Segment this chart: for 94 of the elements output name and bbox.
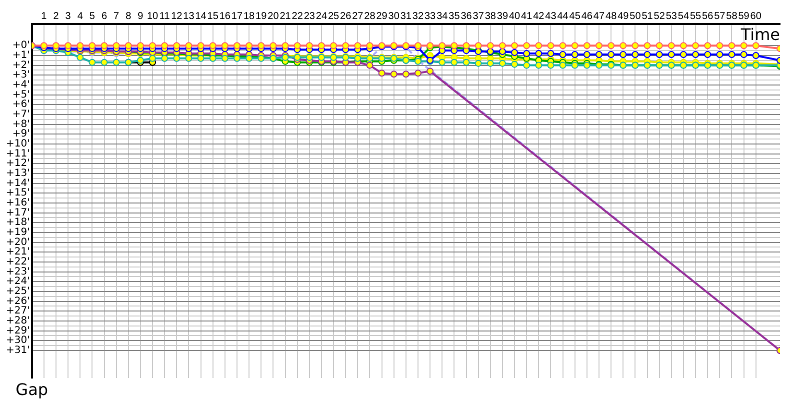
- x-tick-label: 3: [65, 10, 72, 22]
- x-tick-label: 12: [171, 10, 183, 22]
- x-tick-label: 50: [630, 10, 642, 22]
- y-tick-label: +11': [6, 148, 30, 160]
- x-tick-label: 33: [424, 10, 436, 22]
- x-tick-label: 56: [702, 10, 714, 22]
- x-tick-label: 20: [268, 10, 280, 22]
- x-tick-label: 42: [533, 10, 545, 22]
- y-tick-label: +25': [6, 286, 30, 298]
- x-tick-label: 38: [484, 10, 496, 22]
- y-tick-label: +18': [6, 217, 30, 228]
- x-tick-label: 18: [243, 10, 256, 22]
- y-tick-label: +4': [12, 80, 30, 91]
- x-tick-label: 48: [606, 10, 618, 22]
- x-tick-label: 45: [569, 10, 581, 22]
- x-tick-label: 58: [726, 10, 738, 22]
- x-tick-label: 5: [89, 10, 96, 22]
- y-tick-label: +15': [6, 188, 30, 199]
- x-tick-label: 28: [364, 10, 376, 22]
- x-tick-label: 1: [41, 10, 48, 22]
- x-tick-label: 14: [195, 10, 207, 22]
- x-tick-label: 11: [159, 10, 170, 22]
- y-tick-label: +30': [6, 335, 30, 346]
- x-tick-label: 4: [77, 10, 84, 22]
- x-tick-label: 36: [460, 10, 472, 22]
- x-tick-label: 52: [654, 10, 666, 22]
- y-tick-label: +14': [6, 178, 30, 189]
- y-tick-label: +26': [6, 296, 30, 307]
- x-tick-label: 23: [304, 10, 316, 22]
- y-tick-label: +1': [12, 50, 30, 62]
- y-tick-label: +12': [6, 158, 30, 170]
- y-tick-label: +24': [6, 276, 30, 288]
- y-tick-label: +7': [12, 109, 30, 120]
- y-tick-label: +8': [12, 118, 30, 130]
- x-tick-label: 40: [508, 10, 521, 22]
- y-tick-label: +19': [6, 227, 30, 238]
- x-tick-label: 25: [328, 10, 340, 22]
- x-tick-label: 31: [400, 10, 412, 22]
- x-tick-label: 30: [388, 10, 400, 22]
- x-tick-label: 19: [256, 10, 268, 22]
- x-tick-label: 8: [126, 10, 132, 22]
- y-tick-label: +21': [6, 246, 30, 258]
- y-tick-label: +16': [6, 198, 30, 209]
- x-axis-title: Time: [740, 25, 780, 44]
- x-tick-label: 53: [666, 10, 678, 22]
- y-tick-label: +2': [12, 60, 30, 71]
- y-tick-label: +6': [12, 99, 30, 110]
- x-tick-label: 39: [496, 10, 508, 22]
- y-tick-label: +20': [6, 236, 30, 248]
- x-tick-label: 6: [101, 10, 108, 22]
- y-tick-label: +10': [6, 138, 30, 150]
- x-tick-label: 9: [138, 10, 144, 22]
- x-tick-label: 49: [618, 10, 630, 22]
- x-tick-label: 22: [292, 10, 304, 22]
- y-tick-label: +29': [6, 325, 30, 336]
- y-axis-title: Gap: [16, 380, 48, 400]
- x-tick-label: 32: [412, 10, 424, 22]
- x-tick-label: 41: [521, 10, 533, 22]
- y-tick-label: +0': [12, 40, 30, 52]
- x-tick-label: 55: [690, 10, 702, 22]
- x-tick-label: 60: [750, 10, 762, 22]
- y-tick-label: +9': [12, 128, 30, 140]
- x-tick-label: 54: [678, 10, 690, 22]
- y-tick-label: +13': [6, 168, 30, 180]
- x-tick-label: 43: [545, 10, 557, 22]
- x-tick-label: 47: [593, 10, 605, 22]
- x-tick-label: 21: [280, 10, 292, 22]
- y-tick-label: +23': [6, 266, 30, 278]
- x-tick-label: 57: [714, 10, 726, 22]
- x-tick-label: 16: [219, 10, 231, 22]
- y-tick-label: +5': [12, 89, 30, 100]
- y-tick-label: +17': [6, 207, 30, 218]
- x-tick-label: 10: [146, 10, 159, 22]
- x-tick-label: 26: [340, 10, 352, 22]
- x-tick-label: 37: [472, 10, 484, 22]
- x-tick-label: 46: [581, 10, 593, 22]
- y-tick-label: +22': [6, 256, 30, 268]
- y-tick-label: +31': [6, 345, 30, 356]
- x-tick-label: 34: [436, 10, 448, 22]
- x-tick-label: 24: [316, 10, 328, 22]
- x-tick-label: 27: [352, 10, 364, 22]
- x-tick-label: 44: [557, 10, 569, 22]
- x-tick-label: 35: [448, 10, 460, 22]
- y-tick-label: +28': [6, 316, 30, 327]
- x-tick-label: 59: [738, 10, 750, 22]
- x-tick-label: 51: [642, 10, 654, 22]
- x-tick-label: 7: [114, 10, 120, 22]
- x-tick-label: 17: [231, 10, 243, 22]
- y-tick-label: +3': [12, 70, 30, 81]
- x-tick-label: 2: [53, 10, 60, 22]
- x-tick-label: 15: [207, 10, 219, 22]
- y-tick-label: +27': [6, 306, 30, 317]
- x-tick-label: 13: [183, 10, 195, 22]
- x-tick-label: 29: [376, 10, 388, 22]
